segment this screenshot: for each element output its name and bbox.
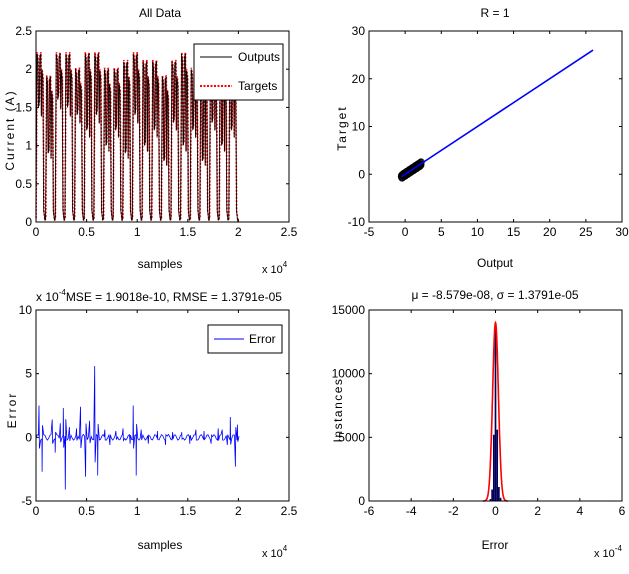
- x-tick-label: 0: [402, 225, 409, 239]
- y-tick-label: 20: [352, 72, 366, 86]
- legend: Error: [207, 324, 283, 354]
- x-tick-label: -4: [406, 504, 417, 518]
- chart-title: μ = -8.579e-08, σ = 1.3791e-05: [411, 288, 578, 302]
- x-tick-label: 30: [615, 225, 629, 239]
- x-tick-label: 0: [33, 225, 40, 239]
- y-tick-label: 0: [25, 430, 32, 444]
- x-axis-label: samples: [138, 538, 183, 552]
- histogram-bar: [494, 322, 497, 501]
- x-axis-label: Error: [482, 538, 509, 552]
- y-tick-label: 0: [358, 494, 365, 508]
- y-tick-label: 0: [25, 215, 32, 229]
- data-point: [417, 161, 425, 169]
- chart-title: All Data: [139, 6, 181, 20]
- y-tick-label: 0: [358, 167, 365, 181]
- y-tick-label: 5000: [338, 430, 365, 444]
- x-tick-label: 0: [492, 504, 499, 518]
- panel-error: x 10-4MSE = 1.9018e-10, RMSE = 1.3791e-0…: [5, 288, 298, 560]
- data-points: [397, 158, 425, 182]
- chart-title: x 10-4MSE = 1.9018e-10, RMSE = 1.3791e-0…: [36, 288, 282, 304]
- x-tick-label: 6: [619, 504, 626, 518]
- x-exponent-label: x 104: [262, 260, 288, 276]
- y-tick-label: 10: [19, 303, 33, 317]
- panel-all-data: All Data 0 0.5 1 1.5 2 2.5 0 0.5 1 1.5 2 2.5 sample…: [3, 6, 298, 276]
- histogram-bar: [496, 429, 499, 501]
- histogram-bar: [491, 489, 493, 501]
- x-tick-label: 1.5: [179, 504, 196, 518]
- plot-frame: [368, 30, 623, 223]
- x-tick-label: 25: [579, 225, 593, 239]
- histogram-bar: [498, 486, 500, 501]
- x-tick-label: -6: [364, 504, 375, 518]
- y-axis-label: Target: [335, 105, 349, 150]
- y-tick-label: -10: [348, 215, 366, 229]
- fit-line: [401, 49, 594, 178]
- series-error-line: [35, 365, 240, 490]
- y-tick-label: 0.5: [15, 177, 32, 191]
- x-tick-label: 0: [33, 504, 40, 518]
- y-tick-label: 10: [352, 120, 366, 134]
- x-tick-label: 1: [134, 225, 141, 239]
- y-tick-label: -5: [21, 494, 32, 508]
- x-tick-label: 2.5: [281, 225, 298, 239]
- y-axis-label: Current (A): [3, 89, 17, 170]
- y-tick-label: 10000: [332, 367, 366, 381]
- x-exponent-label: x 10-4: [594, 544, 622, 560]
- histogram-bar: [492, 434, 495, 501]
- y-axis-label: Instances: [331, 378, 345, 443]
- y-axis-label: Error: [5, 392, 19, 429]
- x-tick-label: 5: [438, 225, 445, 239]
- x-tick-label: 4: [576, 504, 583, 518]
- plot-frame: [35, 309, 290, 502]
- y-tick-label: 30: [352, 24, 366, 38]
- y-tick-label: 2.5: [15, 24, 32, 38]
- x-tick-label: 10: [471, 225, 485, 239]
- histogram-bar: [499, 497, 502, 501]
- panel-histogram: μ = -8.579e-08, σ = 1.3791e-05 -6 -4 -2 0 2 4…: [331, 288, 626, 560]
- y-tick-label: 1: [25, 139, 32, 153]
- y-tick-label: 5: [25, 367, 32, 381]
- x-axis-label: Output: [477, 256, 514, 270]
- x-tick-label: 15: [507, 225, 521, 239]
- normal-fit-curve: [482, 320, 509, 502]
- x-tick-label: 1.5: [179, 225, 196, 239]
- x-tick-label: 2: [235, 225, 242, 239]
- x-tick-label: 0.5: [78, 504, 95, 518]
- y-tick-label: 15000: [332, 303, 366, 317]
- chart-title: R = 1: [480, 6, 509, 20]
- legend-targets-label: Targets: [238, 79, 277, 93]
- x-tick-label: 0.5: [78, 225, 95, 239]
- x-tick-label: -5: [364, 225, 375, 239]
- x-tick-label: 1: [134, 504, 141, 518]
- histogram-bar: [489, 499, 492, 501]
- y-tick-label: 1.5: [15, 100, 32, 114]
- legend: Outputs Targets: [193, 43, 284, 101]
- x-tick-label: -2: [448, 504, 459, 518]
- panel-regression: R = 1 -5 0 5 10 15 20 25 30 -10 0 10 20 30 Output Ta…: [335, 6, 629, 270]
- x-exponent-label: x 104: [262, 544, 288, 560]
- tick-labels: -6 -4 -2 0 2 4 6 0 5000 10000 15000: [332, 303, 626, 518]
- tick-labels: -5 0 5 10 15 20 25 30 -10 0 10 20 30: [348, 24, 629, 239]
- plot-frame: [368, 309, 623, 502]
- legend-box: [193, 43, 284, 101]
- legend-outputs-label: Outputs: [238, 50, 280, 64]
- x-tick-label: 2: [235, 504, 242, 518]
- x-tick-label: 2.5: [281, 504, 298, 518]
- legend-error-label: Error: [249, 332, 276, 346]
- plot-frame: [35, 30, 290, 223]
- y-tick-label: 2: [25, 62, 32, 76]
- x-tick-label: 20: [543, 225, 557, 239]
- x-axis-label: samples: [138, 257, 183, 271]
- x-tick-label: 2: [534, 504, 541, 518]
